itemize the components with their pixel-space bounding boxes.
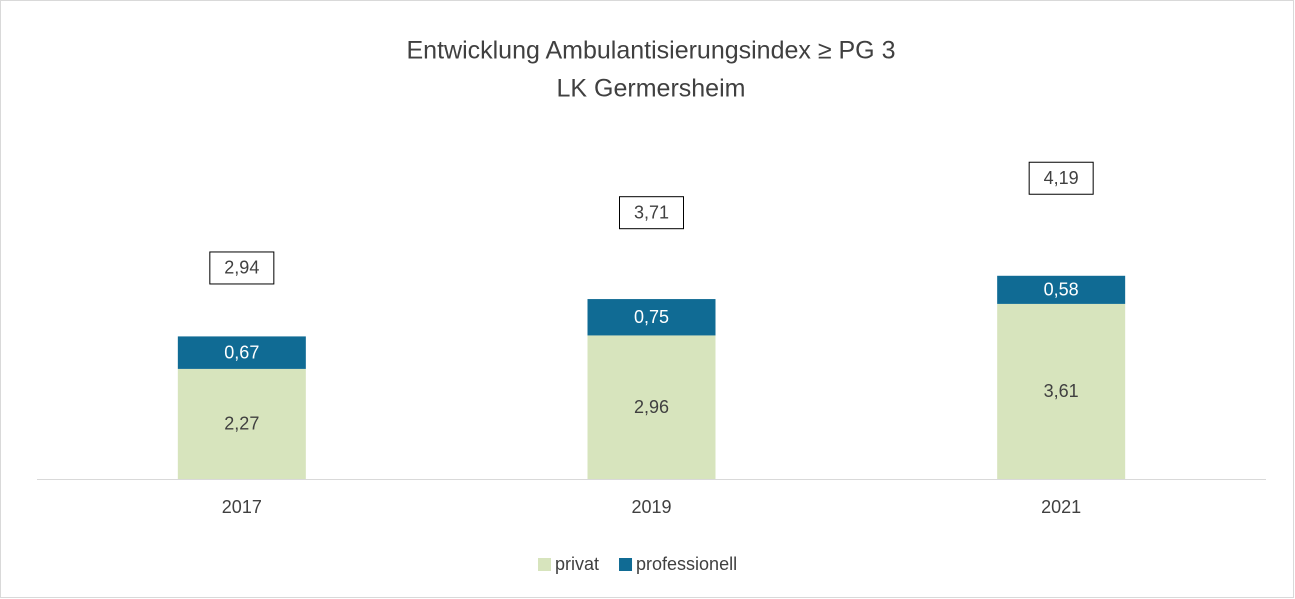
data-label: 0,58 (1044, 280, 1079, 300)
total-box (1028, 161, 1094, 195)
legend-swatch (619, 558, 633, 571)
bar-segment (587, 299, 716, 336)
data-label: 2,96 (634, 397, 669, 417)
bar-segment (177, 336, 306, 369)
bar-segment (177, 368, 306, 479)
legend-swatch (538, 558, 551, 571)
data-label: 3,61 (1044, 381, 1079, 401)
bar-segment (587, 335, 716, 479)
x-tick-label: 2021 (1041, 497, 1081, 517)
legend-label: professionell (636, 554, 737, 574)
data-label: 2,27 (224, 414, 259, 434)
bar-segment (997, 275, 1126, 304)
x-tick-label: 2017 (222, 497, 262, 517)
bar-segment (997, 303, 1126, 479)
total-label: 2,94 (224, 258, 259, 278)
chart-subtitle: LK Germersheim (557, 75, 746, 103)
total-label: 3,71 (634, 202, 669, 222)
data-label: 0,67 (224, 342, 259, 362)
legend-label: privat (555, 554, 599, 574)
data-label: 0,75 (634, 307, 669, 327)
total-box (619, 196, 684, 230)
x-tick-label: 2019 (631, 497, 671, 517)
total-box (209, 251, 275, 285)
chart-title: Entwicklung Ambulantisierungsindex ≥ PG … (407, 37, 896, 65)
total-label: 4,19 (1044, 168, 1079, 188)
